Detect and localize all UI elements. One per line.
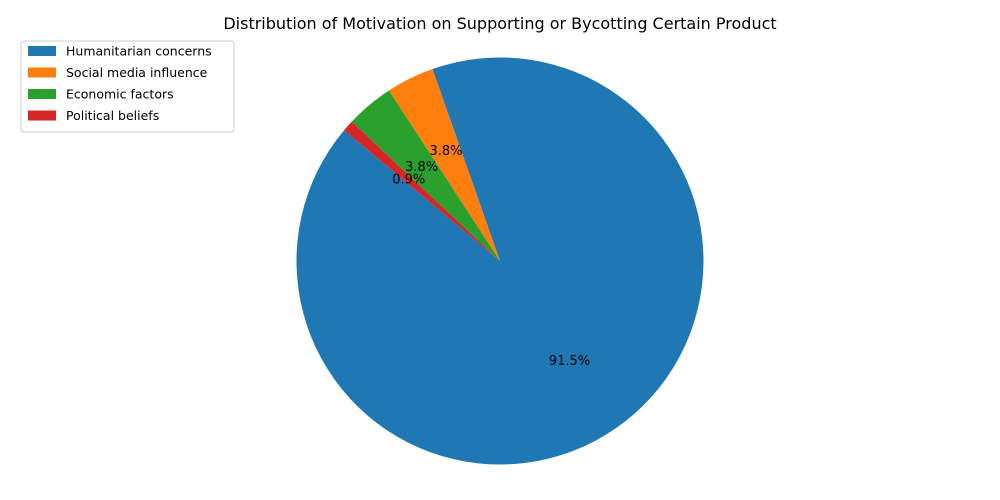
pie-slices bbox=[296, 57, 704, 465]
pie-slice-economic-factors bbox=[351, 90, 500, 262]
pie-slice-humanitarian-concerns bbox=[296, 57, 704, 465]
legend-label: Political beliefs bbox=[66, 108, 159, 123]
pie-percent-label: 0.9% bbox=[392, 172, 425, 187]
pie-slice-social-media-influence bbox=[388, 69, 500, 261]
legend-frame bbox=[20, 40, 235, 133]
pie-slice-political-beliefs bbox=[344, 121, 500, 261]
legend-label: Humanitarian concerns bbox=[66, 44, 212, 59]
pie-percent-label: 3.8% bbox=[430, 144, 463, 159]
legend-label: Social media influence bbox=[66, 65, 208, 80]
pie-percent-label: 3.8% bbox=[405, 160, 438, 175]
chart-title: Distribution of Motivation on Supporting… bbox=[223, 14, 776, 33]
legend-swatch bbox=[28, 46, 56, 56]
pie-percent-labels: 91.5%3.8%3.8%0.9% bbox=[392, 144, 590, 369]
legend-swatch bbox=[28, 89, 56, 99]
legend-swatch bbox=[28, 110, 56, 121]
legend-swatch bbox=[28, 67, 56, 78]
legend: Humanitarian concerns Social media influe… bbox=[20, 40, 235, 133]
legend-label: Economic factors bbox=[66, 87, 174, 102]
pie-percent-label: 91.5% bbox=[549, 354, 590, 369]
